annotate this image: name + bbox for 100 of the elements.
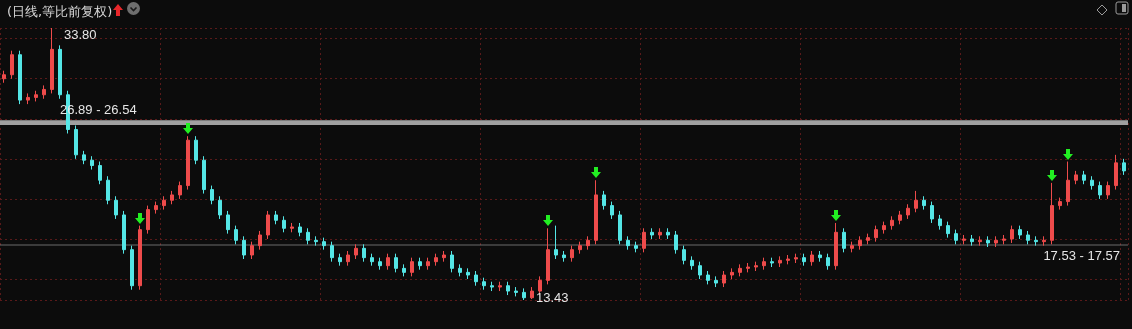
- candlestick: [450, 250, 454, 273]
- candlestick: [418, 257, 422, 271]
- candlestick: [1114, 154, 1118, 191]
- candlestick: [50, 27, 54, 94]
- candlestick: [498, 281, 502, 292]
- candlestick: [1058, 197, 1062, 211]
- candlestick: [434, 253, 438, 267]
- candlestick: [626, 235, 630, 251]
- candlestick: [474, 270, 478, 287]
- candlestick: [1074, 170, 1078, 185]
- candlestick: [170, 190, 174, 205]
- candlestick: [490, 281, 494, 292]
- candlestick: [346, 250, 350, 267]
- candlestick: [426, 257, 430, 271]
- candlestick: [378, 257, 382, 271]
- candlestick: [746, 262, 750, 273]
- candlestick: [786, 254, 790, 265]
- candlestick: [1098, 181, 1102, 200]
- candlestick: [818, 250, 822, 263]
- candlestick: [338, 253, 342, 267]
- candlestick: [266, 210, 270, 240]
- candlestick: [18, 50, 22, 105]
- candlestick: [26, 92, 30, 105]
- candlestick: [602, 190, 606, 211]
- candlestick: [1090, 175, 1094, 191]
- candlestick: [642, 227, 646, 253]
- candlestick: [522, 287, 526, 301]
- candlestick: [906, 203, 910, 220]
- candlestick: [34, 90, 38, 102]
- candlestick: [778, 255, 782, 268]
- candlestick: [250, 241, 254, 260]
- candlestick: [362, 243, 366, 263]
- candlestick: [258, 230, 262, 251]
- candlestick: [82, 150, 86, 165]
- candlestick: [898, 210, 902, 225]
- candlestick: [962, 234, 966, 245]
- candlestick: [330, 241, 334, 263]
- annotation: 13.43: [536, 290, 569, 305]
- candlestick: [562, 250, 566, 263]
- candlestick: [554, 225, 558, 260]
- chart-title: (日线,等比前复权): [7, 4, 113, 19]
- candlestick: [882, 221, 886, 235]
- candlestick: [130, 245, 134, 291]
- candlestick: [506, 281, 510, 296]
- candlestick: [210, 185, 214, 205]
- candlestick: [834, 222, 838, 271]
- candlestick: [546, 227, 550, 285]
- candlestick: [274, 210, 278, 225]
- candlestick: [634, 241, 638, 253]
- candlestick: [1082, 170, 1086, 185]
- candlestick: [922, 195, 926, 211]
- candlestick: [682, 245, 686, 265]
- candlestick: [74, 124, 78, 160]
- candlestick: [666, 227, 670, 240]
- candlestick: [530, 286, 534, 300]
- candlestick: [578, 241, 582, 255]
- candlestick: [994, 235, 998, 248]
- candlestick: [354, 243, 358, 260]
- candlestick: [154, 201, 158, 215]
- candlestick: [10, 50, 14, 80]
- candlestick: [90, 155, 94, 171]
- candlestick: [850, 241, 854, 253]
- candlestick: [802, 253, 806, 267]
- candlestick: [42, 84, 46, 100]
- candlestick: [698, 261, 702, 280]
- candlestick: [946, 221, 950, 239]
- candlestick: [394, 253, 398, 273]
- candlestick: [930, 201, 934, 224]
- candlestick: [282, 215, 286, 233]
- candlestick: [954, 229, 958, 245]
- candlestick: [146, 205, 150, 235]
- candlestick: [866, 233, 870, 245]
- candlestick: [754, 261, 758, 272]
- candlestick: [322, 237, 326, 251]
- candlestick: [1010, 225, 1014, 244]
- candlestick: [98, 161, 102, 185]
- candlestick: [738, 263, 742, 277]
- candlestick: [442, 250, 446, 263]
- candlestick: [938, 214, 942, 231]
- candlestick: [1026, 230, 1030, 245]
- candlestick: [106, 175, 110, 205]
- candlestick: [162, 195, 166, 211]
- candlestick: [714, 275, 718, 288]
- candlestick: [1066, 161, 1070, 207]
- candlestick: [842, 227, 846, 253]
- candlestick: [234, 225, 238, 245]
- candlestick: [690, 255, 694, 271]
- candlestick: [794, 253, 798, 264]
- band-label: 17.53 - 17.57: [1043, 248, 1121, 264]
- candlestick: [314, 235, 318, 247]
- candlestick: [570, 245, 574, 263]
- candlestick: [1034, 235, 1038, 247]
- candlestick: [2, 70, 6, 84]
- candlestick: [1106, 181, 1110, 200]
- candlestick: [594, 179, 598, 245]
- candlestick: [1018, 225, 1022, 240]
- candlestick: [370, 253, 374, 267]
- candlestick: [122, 210, 126, 255]
- annotation: 33.80: [64, 27, 97, 42]
- candlestick: [762, 257, 766, 271]
